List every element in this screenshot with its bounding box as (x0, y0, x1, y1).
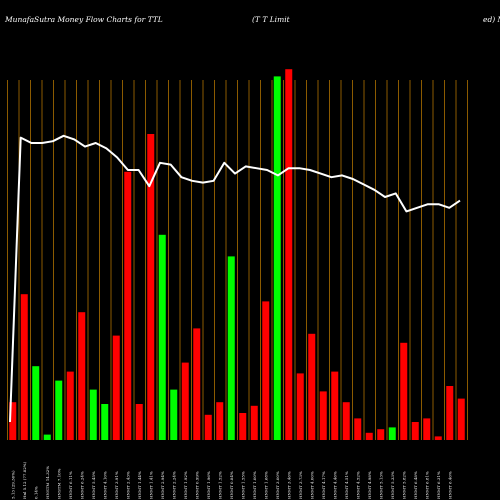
x-tick-label: HNMT 4.46% (332, 471, 337, 499)
bar-up (170, 389, 178, 440)
x-tick-label: HNMT 2.24% (171, 471, 176, 499)
chart-title: MunafaSutra Money Flow Charts for TTL (4, 15, 163, 24)
x-tick-label: HNMT 1.00% (252, 471, 257, 499)
bar-down (193, 328, 201, 440)
x-tick-label: HNSTM 7.10% (56, 468, 61, 499)
x-tick-label: HNMT 4.10% (102, 471, 107, 499)
price-line-layer (9, 134, 461, 423)
bar-down (135, 404, 143, 440)
bar-series (9, 69, 465, 441)
bar-down (66, 371, 74, 440)
bar-down (365, 432, 373, 440)
x-tick-label: HNMT 1.52% (217, 471, 222, 499)
bar-down (331, 371, 339, 440)
bar-down (112, 335, 120, 440)
x-tick-label: HNMT 5.82% (401, 471, 406, 499)
x-tick-label: HNSTM 14.32% (45, 466, 50, 499)
x-tick-label: HNMT 3.46% (286, 471, 291, 499)
x-tick-label: HNMT 1.55% (240, 471, 245, 499)
x-tick-label: HNMT 5.33% (390, 471, 395, 499)
price-line (9, 134, 461, 423)
bar-down (124, 171, 132, 441)
bar-down (285, 69, 293, 440)
x-tick-label: HNMT 6.48% (413, 471, 418, 499)
x-tick-label: 5.13 (29.36%) (10, 470, 15, 499)
bar-down (250, 405, 258, 440)
x-tick-label: HNMT 1.96% (206, 471, 211, 499)
x-tick-label: HNMT 4.17% (321, 471, 326, 499)
bar-up (227, 256, 235, 440)
x-tick-label: HNMT 3.73% (298, 471, 303, 499)
bar-down (239, 413, 247, 440)
bar-up (43, 434, 51, 440)
x-tick-label: HNMT 5.45% (91, 471, 96, 499)
bar-down (181, 362, 189, 440)
bar-down (457, 398, 465, 440)
x-tick-label: HNMT 1.44% (137, 471, 142, 499)
bar-up (158, 234, 166, 440)
bar-up (55, 380, 63, 440)
bar-up (388, 427, 396, 440)
bar-up (101, 404, 109, 440)
x-tick-label: HNMT 3.00% (275, 471, 280, 499)
bar-down (308, 333, 316, 440)
x-tick-label: HNMT 3.91% (114, 471, 119, 499)
bar-down (147, 134, 155, 440)
x-tick-label: HNMT 1.41% (148, 471, 153, 499)
bar-down (9, 402, 17, 440)
x-tick-label: 0.14% (33, 486, 38, 499)
x-tick-label: HNMT 4.52% (355, 471, 360, 499)
grid-lines (7, 80, 468, 440)
x-tick-label: HNMT 5.13% (378, 471, 383, 499)
x-tick-label: HNMT 2.94% (160, 471, 165, 499)
bar-down (400, 342, 408, 440)
x-tick-label: HNMT 0.99% (194, 471, 199, 499)
bar-up (273, 76, 281, 441)
x-tick-label: HNMT 1.68% (263, 471, 268, 499)
x-tick-label: HNMT 4.98% (367, 471, 372, 499)
x-tick-label: HNMT 0.84% (229, 471, 234, 499)
bar-down (319, 391, 327, 440)
bar-down (216, 402, 224, 440)
chart-subtitle: (T T Limit (252, 15, 291, 24)
bar-down (423, 418, 431, 440)
bar-down (354, 418, 362, 440)
x-tick-label: HNMT 1.92% (183, 471, 188, 499)
x-tick-label: HNMT 4.00% (309, 471, 314, 499)
bar-down (20, 294, 28, 440)
bar-down (296, 373, 304, 440)
bar-down (262, 301, 270, 440)
x-tick-label: HNMT 6.40% (447, 471, 452, 499)
bar-up (89, 389, 97, 440)
x-tick-label: HNMT 6.81% (424, 471, 429, 499)
chart-subtitle-tail: ed) M (483, 15, 500, 24)
bar-down (377, 429, 385, 440)
x-tick-label: Hnl 5.12 (77.82%) (22, 461, 27, 499)
bar-down (434, 436, 442, 440)
bar-down (204, 414, 212, 440)
x-tick-label: HNMT 6.11% (68, 471, 73, 499)
x-tick-label: HNMT 4.51% (344, 471, 349, 499)
bar-down (78, 312, 86, 440)
bar-down (411, 422, 419, 440)
bar-down (342, 402, 350, 440)
bar-down (446, 386, 454, 440)
x-tick-label: HNMT 6.24% (79, 471, 84, 499)
x-tick-label: HNMT 6.31% (436, 471, 441, 499)
bar-up (32, 366, 40, 440)
x-tick-label: HNMT 2.43% (125, 471, 130, 499)
x-tick-labels: 5.13 (29.36%) Hnl 5.12 (77.82%) 0.14% HNSTM… (10, 461, 452, 499)
